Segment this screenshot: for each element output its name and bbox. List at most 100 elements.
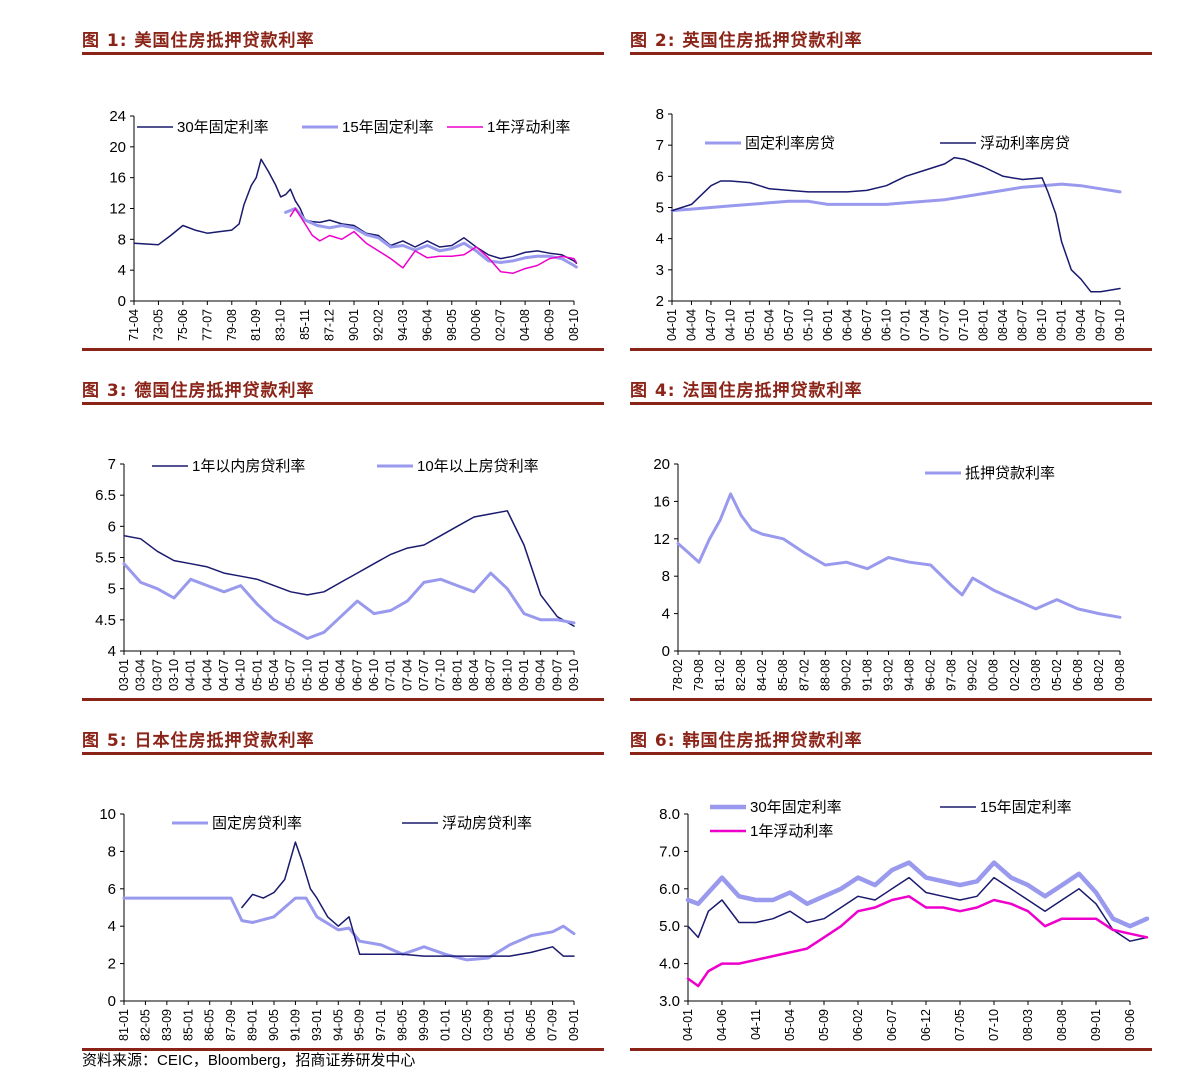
x-tick-label: 06-10 <box>879 309 893 341</box>
series-line-2 <box>687 876 1148 942</box>
x-tick-label: 03-09 <box>481 1009 495 1041</box>
legend-label: 15年固定利率 <box>980 799 1072 816</box>
x-tick-label: 09-10 <box>1113 309 1127 341</box>
legend-label: 固定房贷利率 <box>212 815 302 832</box>
x-tick-label: 02-05 <box>460 1009 474 1041</box>
title-rule-1 <box>82 52 604 55</box>
x-tick-label: 07-04 <box>918 309 932 341</box>
x-tick-label: 88-08 <box>818 659 832 691</box>
x-tick-label: 98-05 <box>445 309 459 341</box>
x-tick-label: 09-07 <box>1094 309 1108 341</box>
x-tick-label: 73-05 <box>151 309 165 341</box>
title-rule-2 <box>630 52 1152 55</box>
y-tick-label: 4 <box>118 262 126 279</box>
x-tick-label: 06-07 <box>860 309 874 341</box>
y-tick-label: 2 <box>108 956 116 973</box>
x-tick-label: 00-08 <box>987 659 1001 691</box>
x-tick-label: 07-09 <box>546 1009 560 1041</box>
x-tick-label: 85-08 <box>776 659 790 691</box>
x-tick-label: 06-01 <box>317 659 331 691</box>
legend-label: 10年以上房贷利率 <box>417 458 539 475</box>
x-tick-label: 04-01 <box>184 659 198 691</box>
x-tick-label: 96-04 <box>420 309 434 341</box>
chart-title-6: 图 6: 韩国住房抵押贷款利率 <box>630 731 863 751</box>
x-tick-label: 05-07 <box>284 659 298 691</box>
y-tick-label: 12 <box>109 201 126 218</box>
x-tick-label: 78-02 <box>671 659 685 691</box>
y-tick-label: 20 <box>109 139 126 156</box>
x-tick-label: 07-01 <box>899 309 913 341</box>
x-tick-label: 05-01 <box>743 309 757 341</box>
legend-label: 1年以内房贷利率 <box>192 458 305 475</box>
x-tick-label: 93-01 <box>310 1009 324 1041</box>
x-tick-label: 05-04 <box>267 659 281 691</box>
bottom-rule-5 <box>82 1048 604 1051</box>
x-tick-label: 03-10 <box>167 659 181 691</box>
y-tick-label: 0 <box>662 643 670 660</box>
x-tick-label: 81-09 <box>249 309 263 341</box>
y-tick-label: 4 <box>656 231 664 248</box>
x-tick-label: 06-01 <box>821 309 835 341</box>
y-tick-label: 6 <box>108 881 116 898</box>
x-tick-label: 07-07 <box>938 309 952 341</box>
y-tick-label: 8 <box>118 231 126 248</box>
chart-title-4: 图 4: 法国住房抵押贷款利率 <box>630 381 863 401</box>
y-tick-label: 3 <box>656 262 664 279</box>
legend-label: 固定利率房贷 <box>745 135 835 152</box>
x-tick-label: 04-04 <box>200 659 214 691</box>
x-tick-label: 81-02 <box>713 659 727 691</box>
x-tick-label: 99-09 <box>417 1009 431 1041</box>
x-tick-label: 08-10 <box>567 309 581 341</box>
x-tick-label: 09-10 <box>567 659 581 691</box>
x-tick-label: 06-05 <box>524 1009 538 1041</box>
x-tick-label: 07-10 <box>987 1009 1001 1041</box>
y-tick-label: 16 <box>653 493 670 510</box>
x-tick-label: 04-06 <box>715 1009 729 1041</box>
y-tick-label: 8 <box>108 843 116 860</box>
x-tick-label: 06-08 <box>1071 659 1085 691</box>
x-tick-label: 93-02 <box>881 659 895 691</box>
title-rule-3 <box>82 402 604 405</box>
chart-panel-4: 图 4: 法国住房抵押贷款利率 20 16 12 8 4 0 78-02 79-08 81-02… <box>630 376 1160 701</box>
x-tick-label: 84-02 <box>755 659 769 691</box>
series-line-3 <box>289 207 578 275</box>
x-tick-label: 08-08 <box>1055 1009 1069 1041</box>
x-tick-label: 91-08 <box>860 659 874 691</box>
chart-6: 8.0 7.0 6.0 5.0 4.0 3.004-01 04-06 04-11 05-04 05… <box>659 799 1150 1041</box>
x-tick-label: 09-04 <box>1074 309 1088 341</box>
x-tick-label: 09-04 <box>534 659 548 691</box>
x-tick-label: 94-03 <box>396 309 410 341</box>
x-tick-label: 06-12 <box>919 1009 933 1041</box>
series-line-1 <box>123 510 575 627</box>
x-tick-label: 08-10 <box>1035 309 1049 341</box>
x-tick-label: 05-02 <box>1050 659 1064 691</box>
x-tick-label: 85-11 <box>298 309 312 340</box>
y-tick-label: 4 <box>108 643 116 660</box>
x-tick-label: 08-04 <box>467 659 481 691</box>
y-tick-label: 0 <box>108 993 116 1010</box>
x-tick-label: 08-04 <box>996 309 1010 341</box>
y-tick-label: 4 <box>108 918 116 935</box>
x-tick-label: 77-07 <box>200 309 214 341</box>
x-tick-label: 71-04 <box>127 309 141 341</box>
x-tick-label: 81-01 <box>117 1009 131 1041</box>
y-tick-label: 8 <box>662 568 670 585</box>
y-tick-label: 10 <box>99 806 116 823</box>
x-tick-label: 07-10 <box>957 309 971 341</box>
x-tick-label: 03-04 <box>134 659 148 691</box>
y-tick-label: 7.0 <box>659 843 680 860</box>
x-tick-label: 01-01 <box>438 1009 452 1041</box>
x-tick-label: 06-10 <box>367 659 381 691</box>
x-tick-label: 08-07 <box>484 659 498 691</box>
chart-4: 20 16 12 8 4 078-02 79-08 81-02 82-08 84-02 85-08 8… <box>653 456 1127 691</box>
x-tick-label: 08-01 <box>450 659 464 691</box>
series-line-2 <box>241 841 575 957</box>
x-tick-label: 86-05 <box>203 1009 217 1041</box>
x-tick-label: 00-06 <box>469 309 483 341</box>
x-tick-label: 04-04 <box>684 309 698 341</box>
x-tick-label: 09-01 <box>1055 309 1069 341</box>
x-tick-label: 90-01 <box>347 309 361 341</box>
y-tick-label: 24 <box>109 108 126 125</box>
x-tick-label: 05-04 <box>783 1009 797 1041</box>
x-tick-label: 08-01 <box>977 309 991 341</box>
